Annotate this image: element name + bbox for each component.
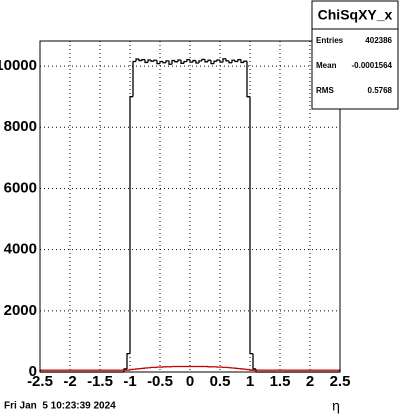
x-tick-label: -2: [63, 373, 76, 390]
histogram-bin: [192, 59, 196, 63]
x-tick-label: 2: [306, 373, 314, 390]
x-tick-label: 0.5: [210, 373, 231, 390]
y-tick-label: 0: [29, 363, 37, 380]
stats-value: -0.0001564: [352, 61, 393, 70]
stats-title: ChiSqXY_x: [318, 7, 393, 23]
histogram-bin: [171, 59, 175, 65]
stats-label: Entries: [316, 36, 344, 45]
histogram-bin: [153, 59, 157, 62]
histogram-bin: [180, 59, 184, 64]
histogram-bin: [129, 96, 133, 354]
stats-label: Mean: [316, 61, 337, 70]
x-tick-label: -1.5: [87, 373, 113, 390]
histogram-bin: [123, 368, 127, 372]
x-tick-label: -1: [123, 373, 136, 390]
frame: [39, 40, 341, 373]
histogram-bin: [249, 96, 253, 355]
histogram-bin: [177, 59, 181, 62]
histogram-bin: [240, 59, 244, 64]
histogram-bin: [246, 61, 250, 98]
histogram-bin: [135, 58, 139, 62]
y-tick-label: 2000: [4, 302, 37, 319]
x-axis-label: η: [332, 398, 340, 414]
histogram-bin: [225, 58, 229, 62]
histogram-bin: [231, 59, 235, 63]
histogram-bin: [174, 60, 178, 63]
histogram-bin: [222, 58, 226, 63]
histogram-bin: [138, 59, 142, 62]
histogram-bin: [156, 60, 160, 65]
x-tick-label: -0.5: [147, 373, 173, 390]
stats-label: RMS: [316, 86, 334, 95]
x-tick-label: 0: [186, 373, 194, 390]
y-tick-label: 10000: [0, 57, 37, 74]
histogram-bin: [249, 369, 253, 371]
histogram-bin: [159, 60, 163, 64]
histogram-bin: [144, 59, 148, 64]
stats-box: ChiSqXY_x Entries 402386 Mean -0.0001564…: [311, 0, 399, 110]
x-tick-label: 1: [246, 373, 254, 390]
histogram-bin: [213, 60, 217, 64]
footer: Fri Jan 5 10:23:39 2024: [4, 401, 116, 412]
x-tick-label: 1.5: [270, 373, 291, 390]
histogram-bin: [129, 368, 133, 371]
histogram-bin: [228, 60, 232, 64]
histogram-bin: [234, 60, 238, 63]
histogram-bin: [207, 59, 211, 62]
histogram-bin: [186, 59, 190, 62]
histogram-bin: [150, 59, 154, 62]
y-tick-label: 8000: [4, 118, 37, 135]
histogram-bin: [219, 59, 223, 63]
histogram-bin: [252, 353, 256, 370]
y-tick-label: 6000: [4, 179, 37, 196]
histogram-bin: [141, 59, 145, 61]
histogram-bin: [189, 59, 193, 63]
histogram-bin: [183, 60, 187, 64]
y-tick-label: 4000: [4, 241, 37, 258]
histogram-bin: [132, 60, 136, 97]
histogram-bin: [147, 59, 151, 63]
plot-area: 0200040006000800010000-2.5-2-1.5-1-0.500…: [0, 41, 350, 390]
histogram-bin: [237, 59, 241, 62]
stats-value: 0.5768: [368, 86, 393, 95]
histogram-bin: [198, 60, 202, 64]
histogram-bin: [162, 61, 166, 64]
histogram-bin: [243, 60, 247, 63]
histogram-bin: [165, 60, 169, 63]
histogram-bin: [195, 60, 199, 64]
stats-value: 402386: [365, 36, 392, 45]
histogram-bin: [201, 58, 205, 61]
stats-frame: [311, 0, 399, 110]
histogram-bin: [216, 59, 220, 62]
histogram-bin: [126, 352, 130, 369]
histogram-bin: [204, 59, 208, 63]
x-tick-label: -2.5: [27, 373, 53, 390]
histogram-bin: [210, 60, 214, 65]
x-tick-label: 2.5: [330, 373, 351, 390]
histogram-bin: [168, 60, 172, 65]
